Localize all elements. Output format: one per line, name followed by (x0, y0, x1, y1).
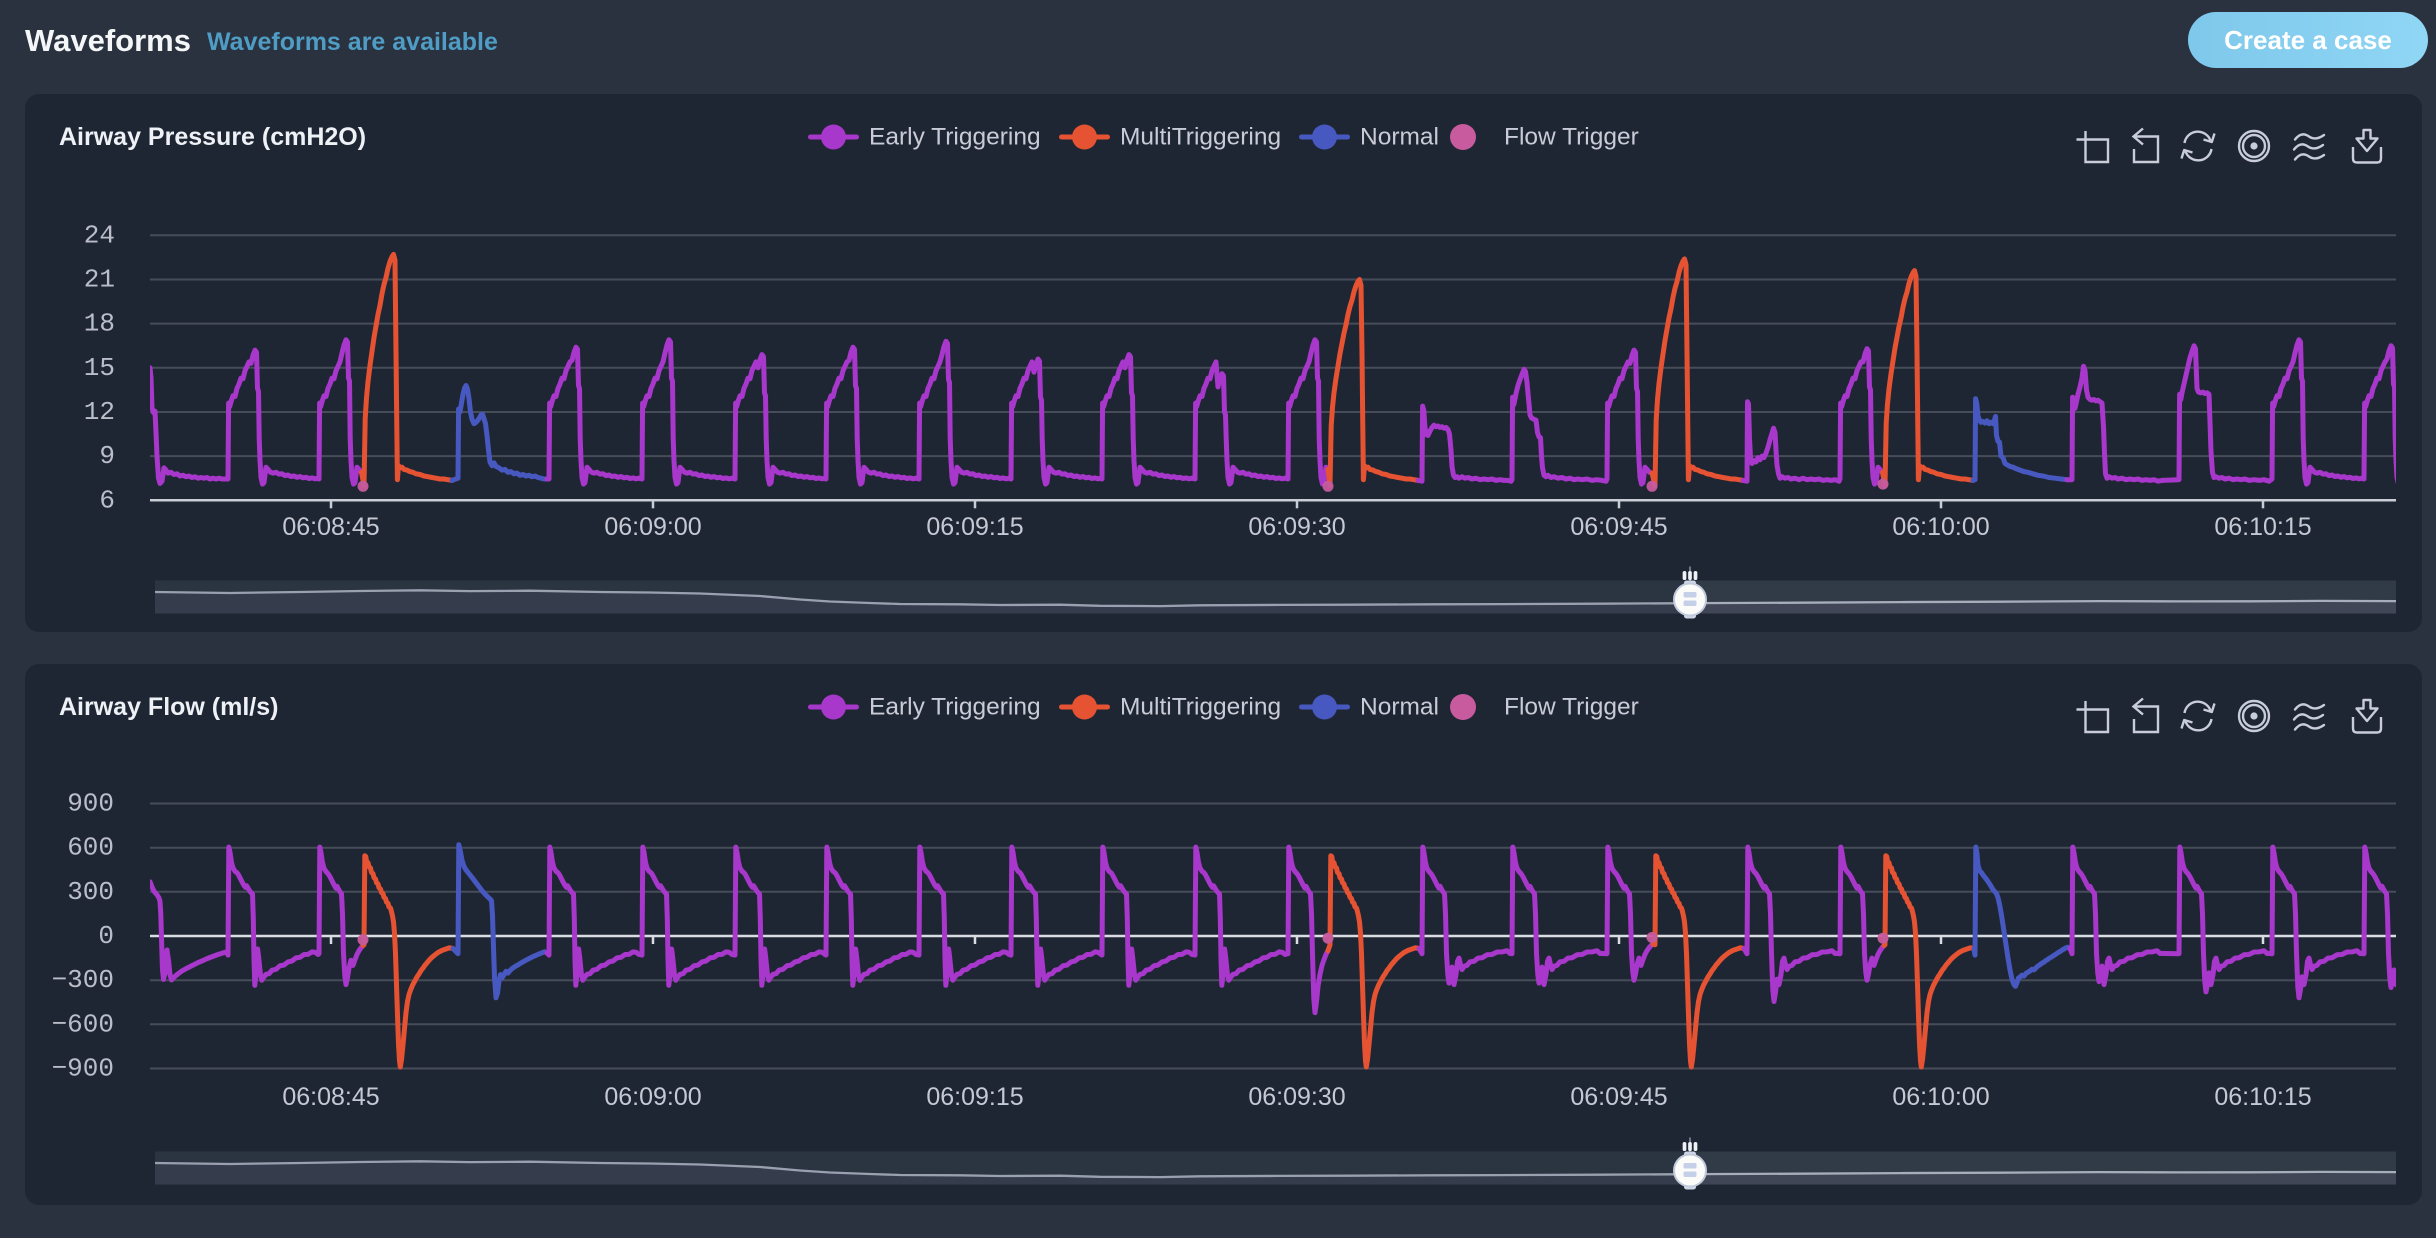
svg-text:06:08:45: 06:08:45 (282, 513, 379, 541)
svg-text:0: 0 (98, 921, 114, 951)
svg-text:06:09:45: 06:09:45 (1570, 513, 1667, 541)
svg-text:06:09:15: 06:09:15 (926, 513, 1023, 541)
svg-text:Normal: Normal (1360, 124, 1439, 151)
svg-text:06:09:00: 06:09:00 (604, 1083, 701, 1111)
svg-text:Normal: Normal (1360, 694, 1439, 721)
svg-text:06:09:00: 06:09:00 (604, 513, 701, 541)
svg-text:06:08:45: 06:08:45 (282, 1083, 379, 1111)
svg-text:06:09:15: 06:09:15 (926, 1083, 1023, 1111)
svg-text:06:09:30: 06:09:30 (1248, 513, 1345, 541)
svg-text:MultiTriggering: MultiTriggering (1120, 694, 1281, 721)
svg-text:Flow Trigger: Flow Trigger (1504, 124, 1639, 151)
svg-text:Early Triggering: Early Triggering (869, 124, 1041, 151)
svg-text:−900: −900 (52, 1054, 114, 1084)
svg-text:6: 6 (99, 485, 115, 515)
svg-text:06:10:15: 06:10:15 (2214, 1083, 2311, 1111)
svg-text:06:09:30: 06:09:30 (1248, 1083, 1345, 1111)
svg-text:18: 18 (84, 309, 115, 339)
svg-text:24: 24 (84, 220, 115, 250)
svg-text:06:10:00: 06:10:00 (1892, 513, 1989, 541)
svg-text:Flow Trigger: Flow Trigger (1504, 694, 1639, 721)
svg-text:15: 15 (84, 353, 115, 383)
svg-text:MultiTriggering: MultiTriggering (1120, 124, 1281, 151)
svg-text:−300: −300 (52, 965, 114, 995)
svg-text:Early Triggering: Early Triggering (869, 694, 1041, 721)
svg-text:9: 9 (99, 441, 115, 471)
svg-text:900: 900 (67, 789, 114, 819)
svg-text:Airway Pressure (cmH2O): Airway Pressure (cmH2O) (59, 123, 366, 151)
svg-text:300: 300 (67, 877, 114, 907)
svg-text:600: 600 (67, 833, 114, 863)
svg-text:06:10:00: 06:10:00 (1892, 1083, 1989, 1111)
svg-text:12: 12 (84, 397, 115, 427)
svg-text:Airway Flow (ml/s): Airway Flow (ml/s) (59, 693, 278, 721)
svg-text:21: 21 (84, 265, 115, 295)
svg-text:06:10:15: 06:10:15 (2214, 513, 2311, 541)
svg-text:−600: −600 (52, 1009, 114, 1039)
svg-text:06:09:45: 06:09:45 (1570, 1083, 1667, 1111)
